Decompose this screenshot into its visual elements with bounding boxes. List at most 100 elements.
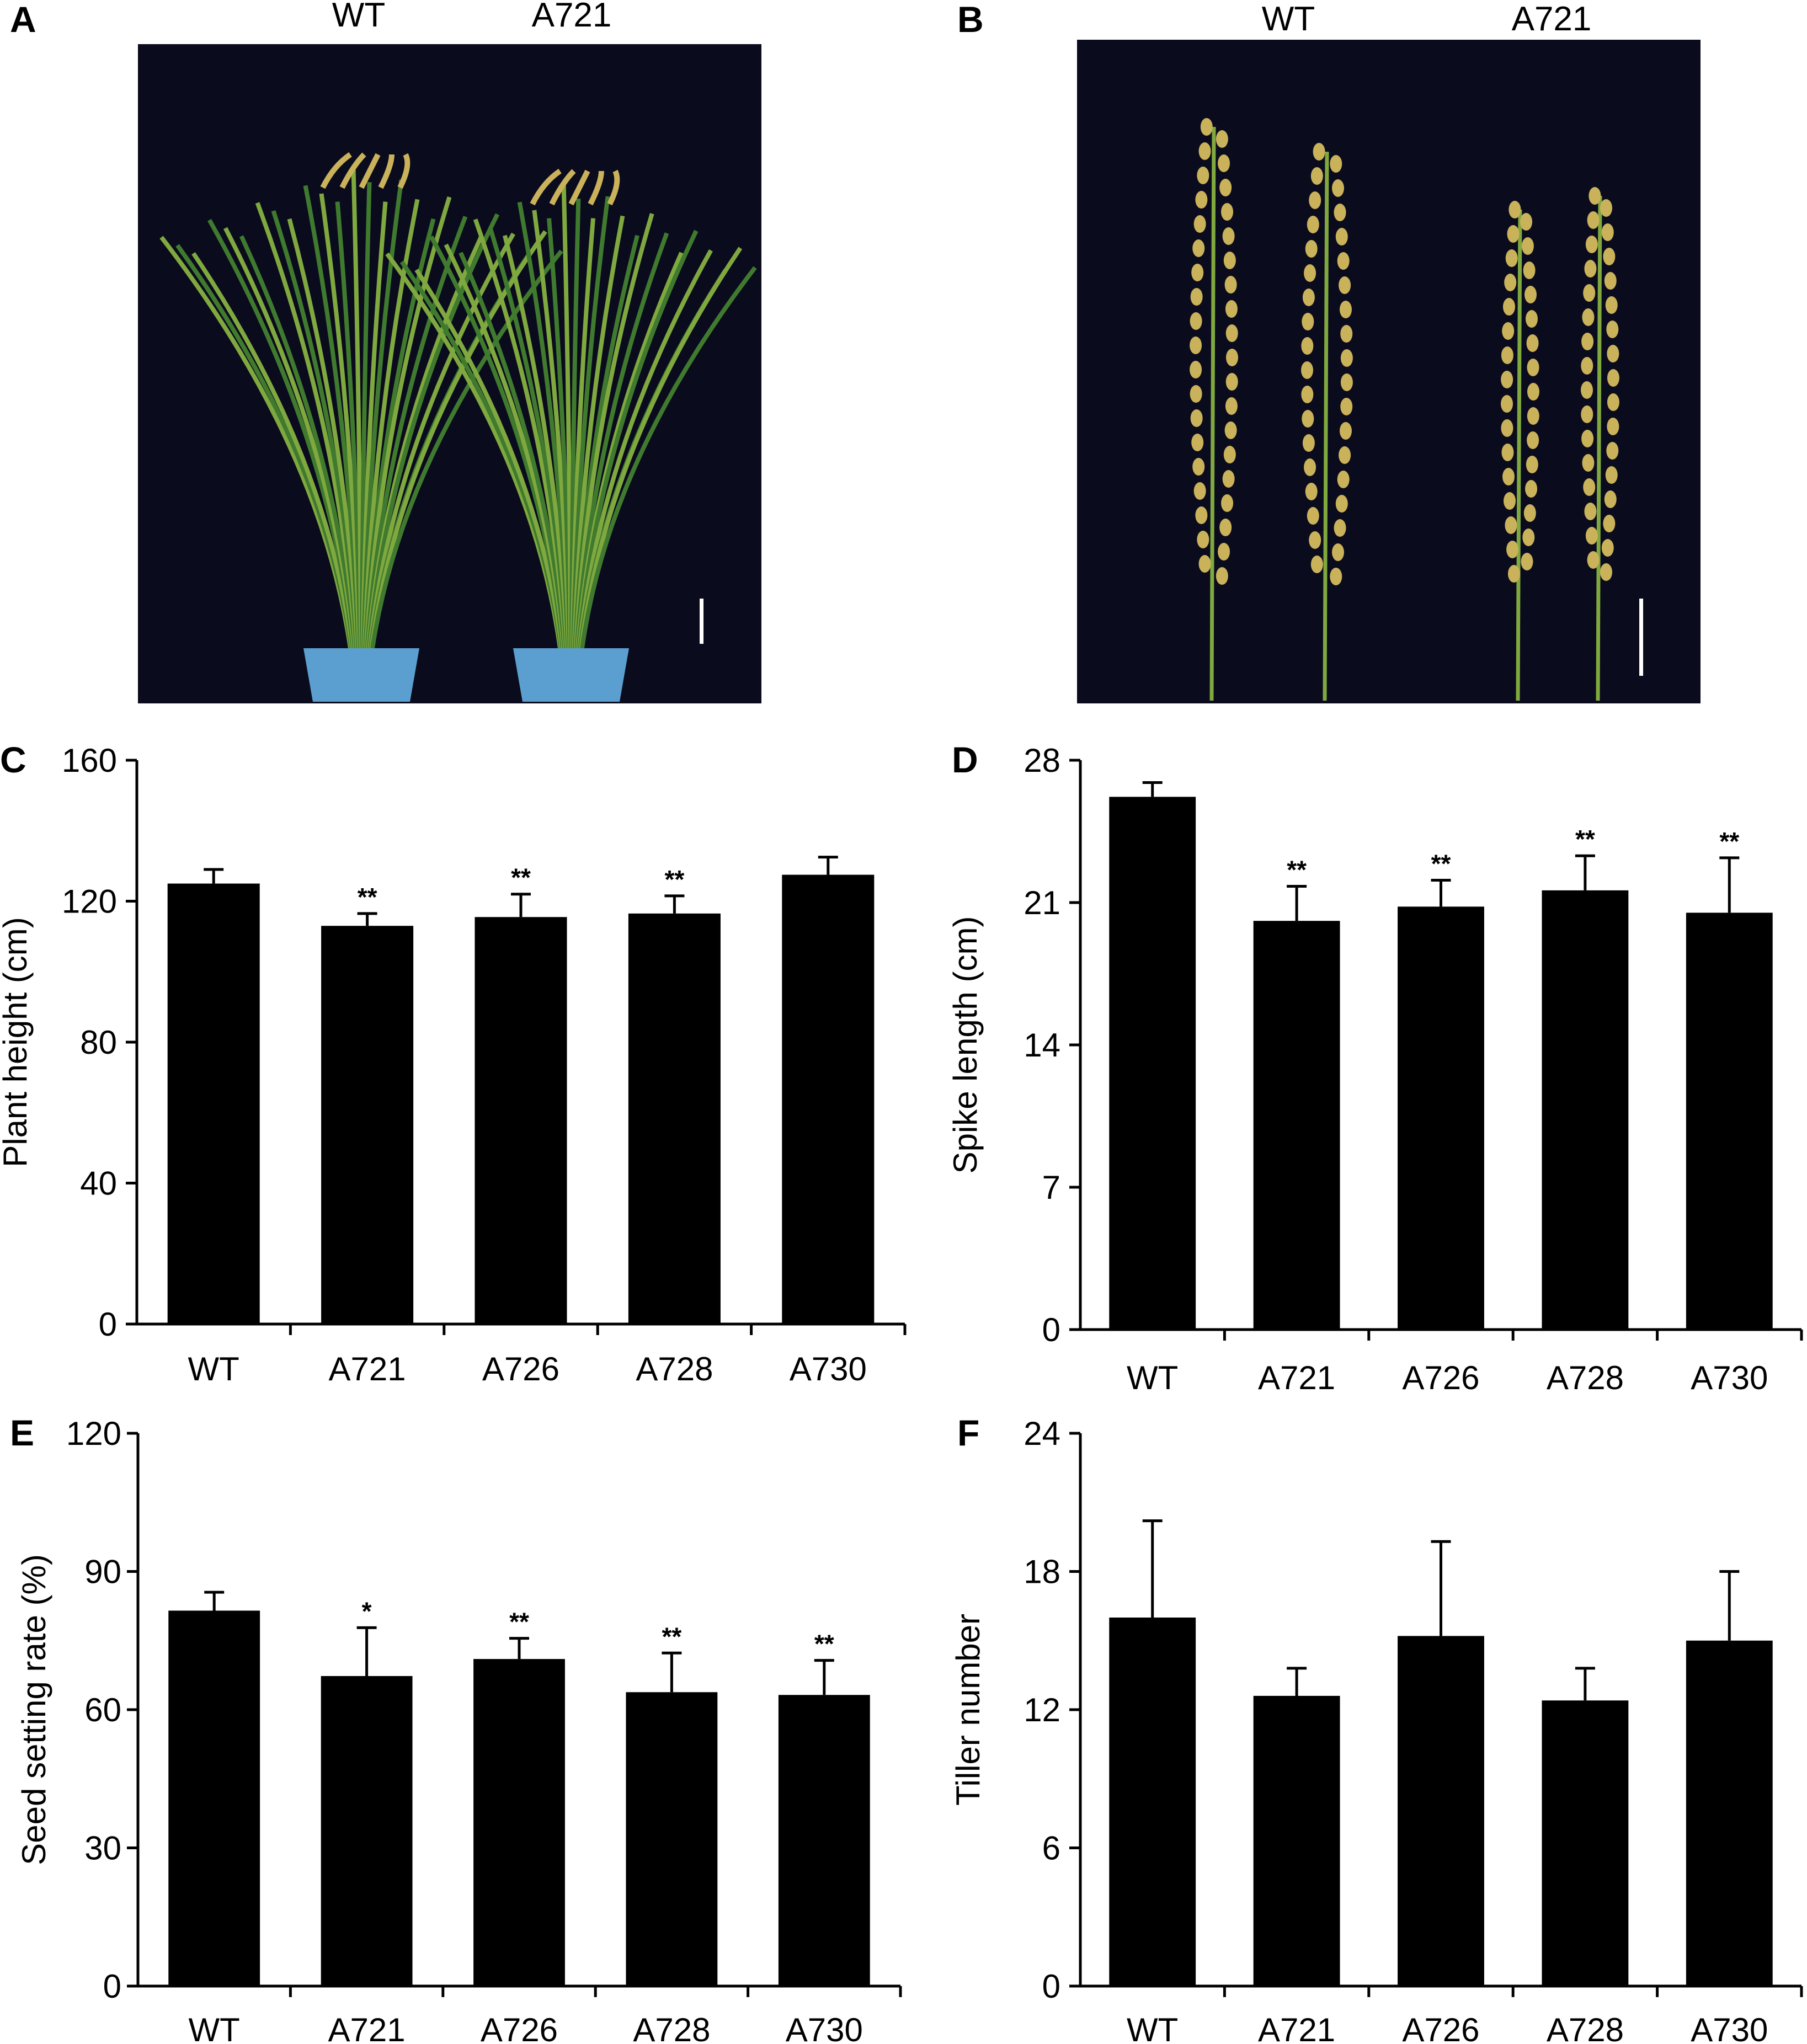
- grain: [1190, 288, 1203, 306]
- grain: [1331, 543, 1344, 561]
- scale-bar-a: [700, 599, 703, 644]
- grain: [1502, 298, 1515, 316]
- grain: [1527, 359, 1539, 376]
- bar-a726: [473, 1659, 565, 1986]
- grain: [1304, 458, 1316, 476]
- grain: [1585, 236, 1598, 253]
- grain: [1309, 531, 1321, 549]
- grain: [1502, 322, 1515, 340]
- grain: [1584, 503, 1597, 520]
- x-category-label: A728: [1547, 2011, 1624, 2044]
- grain: [1334, 519, 1346, 537]
- grain: [1607, 369, 1619, 387]
- grain: [1585, 527, 1598, 545]
- grain: [1192, 239, 1205, 257]
- y-tick-label: 0: [99, 1306, 117, 1343]
- y-tick-label: 21: [1024, 884, 1060, 921]
- grain: [1331, 179, 1344, 197]
- grain: [1335, 495, 1348, 513]
- significance-mark: **: [662, 1622, 681, 1651]
- y-tick-label: 12: [1024, 1691, 1060, 1728]
- leaf: [366, 213, 500, 649]
- grain: [1222, 470, 1235, 488]
- grain: [1607, 393, 1619, 411]
- panicle: [397, 153, 411, 189]
- grain: [1197, 531, 1209, 548]
- grain: [1603, 515, 1616, 532]
- grain: [1581, 357, 1593, 375]
- bar-a721: [1253, 1695, 1340, 1986]
- photo-a-label-wt: WT: [332, 0, 385, 34]
- bar-a730: [778, 1695, 870, 1986]
- leaf: [370, 249, 563, 649]
- significance-mark: **: [511, 863, 531, 892]
- y-axis-label: Seed setting rate (%): [15, 1554, 52, 1865]
- grain: [1302, 289, 1315, 306]
- significance-mark: **: [358, 883, 377, 911]
- bar-a728: [626, 1692, 718, 1986]
- grain: [1224, 276, 1237, 293]
- panicle: [359, 153, 381, 189]
- grain: [1223, 252, 1236, 269]
- grain: [1340, 349, 1353, 367]
- y-tick-label: 30: [84, 1830, 121, 1867]
- panel-b: B WT A721: [957, 0, 1701, 703]
- grain: [1607, 345, 1619, 362]
- grain: [1225, 373, 1238, 391]
- bar-wt: [1109, 797, 1196, 1330]
- panel-letter-e: E: [10, 1412, 34, 1453]
- grain: [1190, 409, 1203, 427]
- grain: [1302, 434, 1315, 452]
- grain: [1502, 468, 1515, 485]
- grain: [1505, 516, 1517, 534]
- grain: [1305, 483, 1318, 500]
- grain: [1225, 324, 1238, 342]
- grain: [1587, 211, 1600, 229]
- grain: [1301, 386, 1314, 403]
- scale-bar-b: [1639, 599, 1643, 676]
- grain: [1335, 228, 1348, 246]
- panel-letter-b: B: [957, 0, 984, 40]
- grain: [1527, 431, 1539, 449]
- grain: [1587, 551, 1600, 569]
- x-category-label: WT: [188, 1351, 239, 1387]
- grain: [1521, 553, 1533, 570]
- panel-a: A WT A721: [10, 0, 761, 703]
- grain: [1309, 191, 1321, 209]
- grain: [1507, 565, 1520, 583]
- x-category-label: A721: [329, 1351, 406, 1387]
- grain: [1313, 143, 1325, 161]
- grain: [1219, 519, 1232, 536]
- y-tick-label: 40: [80, 1165, 117, 1202]
- y-tick-label: 120: [66, 1415, 121, 1452]
- grain: [1525, 310, 1538, 328]
- grain: [1522, 529, 1535, 546]
- grain: [1191, 264, 1204, 281]
- grain: [1506, 541, 1519, 558]
- rice-plants-illustration: [159, 152, 757, 702]
- x-category-label: WT: [1127, 1359, 1178, 1396]
- grain: [1501, 346, 1513, 364]
- significance-mark: **: [1431, 849, 1451, 878]
- significance-mark: **: [509, 1608, 529, 1636]
- chart-panel-e: E 0 30 60 90 120 Seed setting rate (%) WT * A721 *…: [10, 1412, 902, 2044]
- grain: [1527, 407, 1539, 425]
- grain: [1523, 504, 1536, 522]
- grain: [1200, 118, 1213, 136]
- grain: [1218, 154, 1230, 172]
- grain: [1307, 216, 1319, 233]
- leaf: [414, 269, 564, 649]
- bar-a726: [475, 917, 567, 1324]
- x-category-label: A728: [633, 2011, 710, 2044]
- grain: [1340, 325, 1353, 343]
- significance-mark: **: [664, 865, 684, 894]
- rice-panicles-illustration: [1190, 118, 1619, 701]
- grain: [1302, 313, 1314, 330]
- photo-b-label-a721: A721: [1512, 0, 1592, 38]
- grain: [1527, 383, 1539, 401]
- chart-panel-c: C 0 40 80 120 160 Plant height (cm) WT ** A721 ** A…: [0, 739, 907, 1387]
- panicle: [378, 154, 395, 189]
- grain: [1507, 225, 1520, 243]
- bar-a721: [321, 926, 414, 1324]
